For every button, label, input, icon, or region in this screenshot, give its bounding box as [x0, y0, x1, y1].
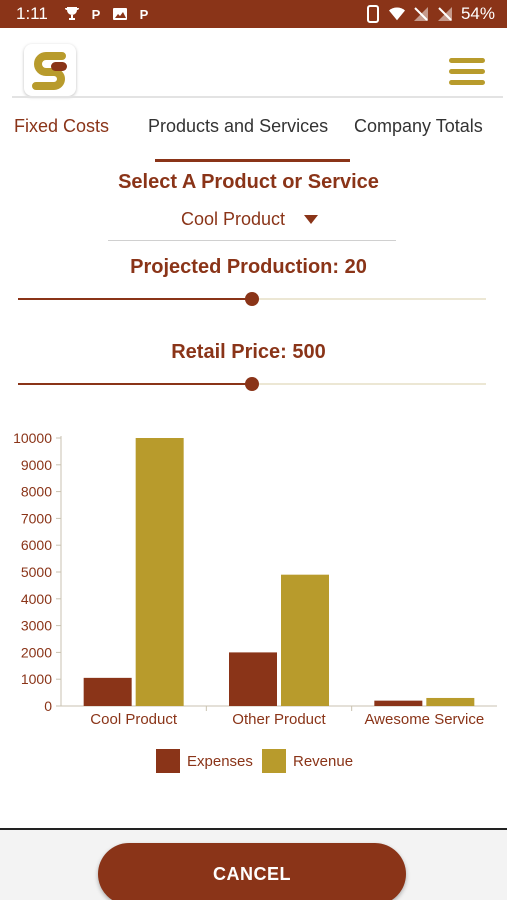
chart-canvas: 0 1000 2000 3000 4000 5000 6000 7000 8000 9000 100… — [13, 430, 497, 728]
slider-thumb[interactable] — [245, 292, 259, 306]
active-tab-indicator — [155, 159, 350, 162]
bar-expenses — [374, 700, 423, 706]
bottom-divider — [0, 828, 507, 830]
production-slider[interactable] — [18, 289, 486, 309]
bar-revenue — [281, 574, 329, 706]
status-bar: 1:11 P P 54% — [0, 0, 507, 28]
y-tick-label: 5000 — [21, 564, 52, 580]
bar-chart: 0 1000 2000 3000 4000 5000 6000 7000 8000 9000 100… — [0, 420, 507, 790]
notification-icons: P P — [64, 5, 152, 23]
bar-revenue — [426, 697, 475, 706]
bar-expenses — [83, 677, 132, 706]
legend-item-revenue: Revenue — [262, 749, 353, 773]
image-icon — [112, 6, 128, 22]
y-tick-label: 10000 — [13, 430, 52, 446]
legend-label-expenses: Expenses — [187, 752, 253, 770]
price-slider[interactable] — [18, 374, 486, 394]
y-tick-label: 3000 — [21, 618, 52, 634]
legend-label-revenue: Revenue — [293, 752, 354, 770]
chart-legend: Expenses Revenue — [0, 749, 507, 775]
bar-expenses — [229, 652, 277, 706]
slider-thumb[interactable] — [245, 377, 259, 391]
chevron-down-icon — [304, 215, 318, 224]
x-category-label: Awesome Service — [364, 711, 484, 728]
x-category-label: Other Product — [232, 711, 326, 728]
projected-production-label: Projected Production: 20 — [130, 256, 367, 278]
y-tick-label: 1000 — [21, 671, 52, 687]
parking-icon: P — [139, 6, 149, 22]
no-signal-icon — [413, 6, 429, 22]
status-time: 1:11 — [16, 4, 48, 23]
trophy-icon — [64, 6, 80, 22]
cancel-button[interactable]: CANCEL — [98, 843, 406, 900]
select-product-title: Select A Product or Service — [118, 171, 379, 193]
tab-bar: Fixed Costs Products and Services Compan… — [0, 110, 507, 142]
app-header — [0, 28, 507, 98]
no-signal-icon — [437, 6, 453, 22]
legend-swatch-expenses — [156, 749, 180, 773]
x-category-label: Cool Product — [90, 711, 178, 728]
y-tick-label: 4000 — [21, 591, 52, 607]
wifi-icon — [388, 6, 405, 22]
header-divider — [12, 96, 503, 98]
slider-fill — [18, 383, 252, 385]
product-select[interactable]: Cool Product — [108, 205, 396, 242]
y-tick-label: 2000 — [21, 644, 52, 660]
tab-company-totals[interactable]: Company Totals — [354, 116, 483, 136]
y-tick-label: 0 — [44, 698, 52, 714]
product-select-value: Cool Product — [181, 209, 286, 229]
legend-swatch-revenue — [262, 749, 286, 773]
battery-percent: 54% — [460, 4, 495, 23]
app-logo[interactable] — [24, 44, 76, 96]
y-tick-label: 9000 — [21, 457, 52, 473]
y-tick-label: 6000 — [21, 537, 52, 553]
logo-icon — [32, 52, 67, 90]
retail-price-label: Retail Price: 500 — [171, 341, 326, 363]
legend-item-expenses: Expenses — [156, 749, 253, 773]
select-underline — [108, 240, 396, 241]
y-tick-label: 8000 — [21, 484, 52, 500]
slider-fill — [18, 298, 252, 300]
parking-icon: P — [91, 6, 101, 22]
phone-icon — [365, 5, 381, 23]
hamburger-menu-icon[interactable] — [449, 58, 485, 86]
y-tick-label: 7000 — [21, 510, 52, 526]
bar-revenue — [135, 438, 184, 706]
tab-products-and-services[interactable]: Products and Services — [148, 116, 329, 136]
status-right: 54% — [365, 4, 495, 24]
tab-fixed-costs[interactable]: Fixed Costs — [14, 116, 110, 136]
